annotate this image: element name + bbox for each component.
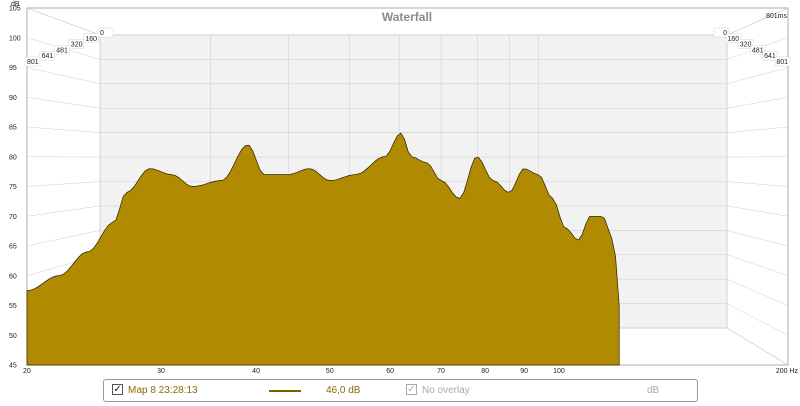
time-tick-label-right: 481 [752, 47, 764, 54]
time-tick-box [39, 51, 55, 61]
x-tick-label: 60 [386, 368, 394, 375]
x-tick-label: 30 [157, 368, 165, 375]
time-tick-label-right: 0 [723, 30, 727, 37]
x-tick-label: 70 [437, 368, 445, 375]
time-tick-label-left: 481 [56, 47, 68, 54]
y-tick-label: 105 [9, 6, 21, 13]
grid-line-y-side [26, 67, 101, 85]
time-tick-box [24, 56, 41, 67]
waterfall-plot: 105 100 95 90 85 80 75 70 65 60 55 50 45 20 30 40 50 60 7… [9, 1, 798, 375]
time-tick-label-right: 320 [740, 42, 752, 49]
grid-line-y-side [726, 67, 789, 85]
y-tick-label: 65 [9, 244, 17, 251]
time-tick-label-left: 160 [85, 36, 97, 43]
grid-line-y-side [726, 97, 789, 109]
time-tick-box [97, 27, 114, 38]
grid-line-y-side [726, 205, 789, 217]
grid-line-y-side [26, 7, 101, 36]
y-tick-label: 45 [9, 363, 17, 370]
x-tick-label: 90 [520, 368, 528, 375]
series-color-swatch [269, 390, 301, 392]
y-tick-label: 60 [9, 273, 17, 280]
grid-lines [26, 7, 789, 366]
grid-line-y-side [26, 230, 101, 247]
x-tick-label: 20 [23, 368, 31, 375]
time-tick-box [726, 33, 742, 43]
time-tick-label-right: 801 [776, 59, 788, 66]
overlay-checkbox[interactable]: ✓ [406, 384, 417, 395]
grid-line-y-side [726, 303, 789, 336]
y-tick-label: 95 [9, 65, 17, 72]
time-tick-box [68, 39, 85, 49]
time-tick-box [738, 39, 754, 49]
y-tick-labels: 105 100 95 90 85 80 75 70 65 60 55 50 45 [9, 6, 21, 370]
x-tick-labels: 20 30 40 50 60 70 80 90 100 200 Hz [23, 368, 798, 375]
overlay-label[interactable]: No overlay [422, 385, 470, 396]
time-tick-box [83, 33, 99, 43]
time-tick-box [762, 51, 778, 61]
y-tick-label: 90 [9, 95, 17, 102]
grid-line-y-side [726, 254, 789, 276]
y-tick-label: 55 [9, 303, 17, 310]
x-tick-label: 200 Hz [776, 368, 799, 375]
waterfall-slice [26, 132, 620, 366]
x-tick-label: 50 [326, 368, 334, 375]
measurement-checkbox[interactable]: ✓ [112, 384, 123, 395]
grid-line-y-side [26, 97, 101, 109]
overlay-unit: dB [647, 385, 660, 396]
y-unit-label: dB [11, 1, 20, 8]
y-tick-label: 80 [9, 154, 17, 161]
grid-line-y-side [726, 181, 789, 187]
time-tick-box [750, 45, 766, 55]
time-tick-box [54, 45, 70, 55]
grid-line-y-side [726, 230, 789, 247]
waterfall-slices [26, 132, 620, 366]
time-tick-box [774, 56, 791, 67]
y-tick-label: 85 [9, 125, 17, 132]
chart-title: Waterfall [382, 10, 432, 24]
time-tick-label-right: 641 [764, 53, 776, 60]
grid-line-y-side [26, 181, 101, 187]
measurement-label[interactable]: Мар 8 23:28:13 [128, 385, 198, 396]
grid-line-y-side [26, 126, 101, 133]
x-tick-label: 80 [481, 368, 489, 375]
time-tick-label-left: 641 [42, 53, 54, 60]
legend-bar: ✓ Мар 8 23:28:13 46,0 dB ✓ No overlay dB [103, 379, 698, 402]
y-tick-label: 100 [9, 35, 21, 42]
x-tick-label: 40 [252, 368, 260, 375]
x-tick-label: 100 [553, 368, 565, 375]
time-tick-label-left: 0 [100, 30, 104, 37]
time-unit-label: 801ms [766, 13, 788, 20]
grid-line-y-side [26, 205, 101, 217]
cursor-value: 46,0 dB [326, 385, 361, 396]
y-tick-label: 70 [9, 214, 17, 221]
grid-line-x-floor [726, 327, 789, 366]
grid-line-y-side [726, 278, 789, 306]
time-tick-label-left: 801 [27, 59, 39, 66]
y-tick-label: 75 [9, 184, 17, 191]
y-tick-label: 50 [9, 333, 17, 340]
time-tick-label-right: 160 [728, 36, 740, 43]
grid-line-y-side [726, 7, 789, 36]
time-tick-label-left: 320 [71, 42, 83, 49]
grid-line-y-side [726, 126, 789, 133]
time-tick-box [713, 27, 730, 38]
